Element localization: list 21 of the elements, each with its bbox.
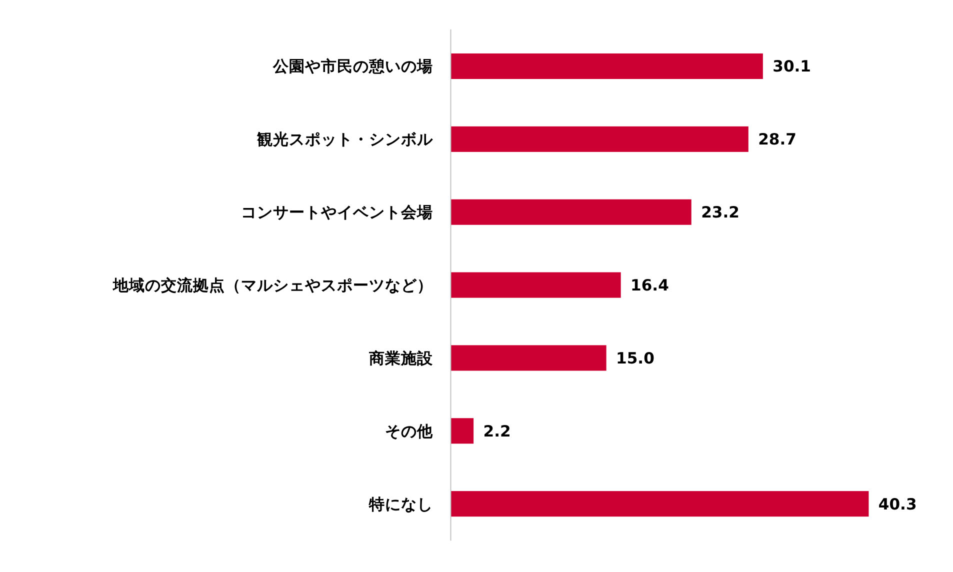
bar [450, 418, 474, 444]
y-tick-label: 公園や市民の憩いの場 [272, 58, 434, 76]
data-label: 40.3 [878, 495, 917, 514]
data-label: 23.2 [701, 204, 740, 222]
y-tick-label: 商業施設 [368, 349, 434, 368]
bar [450, 53, 763, 79]
y-tick-label: 特になし [368, 495, 434, 514]
data-label: 30.1 [772, 58, 812, 76]
data-label: 2.2 [483, 422, 511, 440]
data-label: 15.0 [616, 349, 655, 368]
data-label: 28.7 [758, 130, 796, 149]
bar [450, 272, 621, 298]
bar [450, 345, 606, 371]
y-tick-label: コンサートやイベント会場 [241, 204, 434, 222]
y-tick-label: 地域の交流拠点（マルシェやスポーツなど） [112, 275, 434, 294]
bar [450, 126, 748, 152]
data-label: 16.4 [630, 276, 670, 294]
bar [450, 199, 692, 225]
y-tick-label: 観光スポット・シンボル [256, 130, 434, 149]
bar [450, 491, 869, 517]
y-tick-label: その他 [385, 422, 434, 440]
